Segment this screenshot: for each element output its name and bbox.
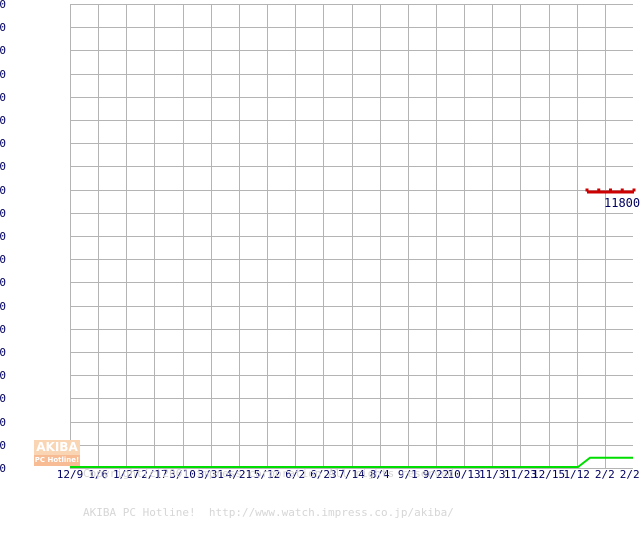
gridline-vertical — [407, 4, 409, 468]
gridline-vertical — [126, 4, 128, 468]
gridline-vertical — [98, 4, 100, 468]
gridline-vertical — [576, 4, 578, 468]
source-url-line: AKIBA PC Hotline! http://www.watch.impre… — [83, 506, 454, 519]
y-axis-tick-label: 17000 — [0, 67, 6, 81]
gridline-vertical — [492, 4, 494, 468]
y-axis-tick-label: 15000 — [0, 114, 6, 127]
gridline-vertical — [210, 4, 212, 468]
x-axis-tick-label: 2/23 — [619, 468, 640, 481]
x-axis-tick-label: 3/10 — [169, 468, 196, 481]
y-axis-tick-label: 20000 — [0, 0, 6, 11]
y-axis-tick-label: 2000 — [0, 415, 6, 429]
gridline-vertical — [182, 4, 184, 468]
akiba-watermark-logo: AKIBA PC Hotline! — [34, 440, 80, 468]
x-axis-tick-label: 9/1 — [397, 468, 418, 481]
red-series-value-label: 11800 — [604, 196, 640, 210]
y-axis-tick-label: 7000 — [0, 299, 6, 313]
x-axis-tick-label: 9/22 — [422, 468, 450, 481]
x-axis-tick-label: 11/3 — [479, 468, 506, 481]
y-axis-tick-label: 19000 — [0, 21, 6, 35]
x-axis-tick-label: 6/2 — [285, 468, 306, 481]
x-axis-tick-label: 4/21 — [225, 468, 253, 481]
gridline-vertical — [379, 4, 381, 468]
x-axis-tick-label: 5/12 — [253, 468, 281, 481]
y-axis-tick-label: 6000 — [0, 322, 6, 336]
x-axis-tick-label: 11/23 — [503, 468, 537, 481]
x-axis-tick-label: 2/17 — [141, 468, 168, 481]
x-axis-tick-label: 6/23 — [310, 468, 337, 481]
copyright-line: Copyright(c)2001 impress corporation All… — [83, 467, 461, 480]
gridline-vertical — [548, 4, 550, 468]
gridline-vertical — [238, 4, 240, 468]
y-axis-tick-label: 5000 — [0, 346, 6, 359]
x-axis-line — [70, 468, 633, 469]
x-axis-tick-label: 12/15 — [531, 468, 566, 481]
y-axis-tick-label: 11000 — [0, 206, 6, 220]
gridline-vertical — [154, 4, 156, 468]
x-axis-tick-label: 1/6 — [88, 468, 109, 481]
copyright-credit: Copyright(c)2001 impress corporation All… — [83, 441, 461, 545]
y-axis-tick-label: 4000 — [0, 369, 6, 383]
y-axis-tick-label: 10000 — [0, 230, 6, 243]
y-axis-tick-label: 8000 — [0, 276, 6, 290]
y-axis-tick-label: 14000 — [0, 137, 6, 151]
gridline-vertical — [267, 4, 269, 468]
y-axis-tick-label: 12000 — [0, 183, 6, 197]
y-axis-tick-label: 1000 — [0, 438, 6, 452]
x-axis-tick-label: 1/27 — [113, 468, 140, 481]
x-axis-tick-label: 12/9 — [56, 468, 84, 481]
y-axis-tick-label: 13000 — [0, 160, 6, 174]
y-axis-tick-label: 3000 — [0, 392, 6, 406]
x-axis-tick-label: 1/12 — [563, 468, 590, 481]
x-axis-tick-label: 10/13 — [447, 468, 481, 481]
gridline-vertical — [323, 4, 325, 468]
gridline-vertical — [520, 4, 522, 468]
gridline-vertical — [604, 4, 606, 468]
watermark-brand-bottom: PC Hotline! — [34, 455, 80, 466]
y-axis-line — [70, 4, 71, 468]
x-axis-tick-label: 3/31 — [197, 468, 225, 481]
gridline-vertical — [295, 4, 297, 468]
y-axis-tick-label: 9000 — [0, 253, 6, 267]
x-axis-tick-label: 7/14 — [338, 468, 365, 481]
price-chart: 0 1000 2000 3000 4000 5000 6000 7000 8000 9000 100… — [0, 0, 640, 519]
plot-area — [70, 4, 633, 468]
y-axis-tick-label: 18000 — [0, 44, 6, 58]
x-axis-tick-label: 8/4 — [369, 468, 390, 481]
y-axis-tick-label: 16000 — [0, 90, 6, 104]
gridline-vertical — [435, 4, 437, 468]
gridline-vertical — [351, 4, 353, 468]
gridline-vertical — [464, 4, 466, 468]
watermark-brand-top: AKIBA — [34, 440, 80, 455]
y-axis-tick-label: 0 — [0, 462, 6, 475]
x-axis-tick-label: 2/2 — [594, 468, 615, 481]
